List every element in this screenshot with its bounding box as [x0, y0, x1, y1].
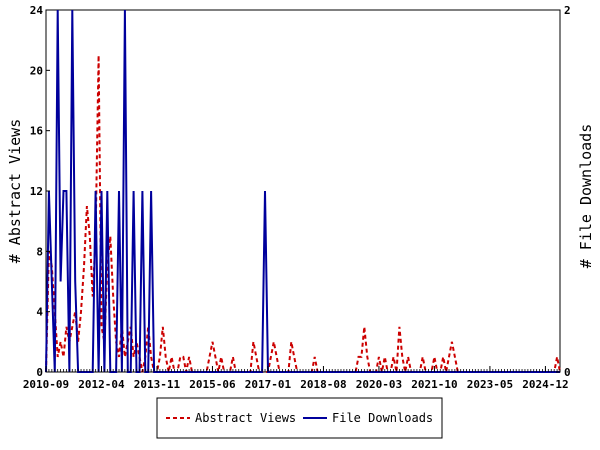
y-axis-title-left: # Abstract Views [6, 119, 24, 264]
x-tick-label: 2012-04 [78, 378, 125, 391]
x-tick-label: 2021-10 [411, 378, 457, 391]
x-tick-label: 2010-09 [23, 378, 69, 391]
y-left-tick-label: 8 [36, 245, 43, 258]
y-right-tick-label: 2 [564, 4, 571, 17]
x-tick-label: 2017-01 [245, 378, 292, 391]
x-tick-label: 2015-06 [189, 378, 236, 391]
y-left-tick-label: 24 [30, 4, 44, 17]
legend-label-file-downloads: File Downloads [332, 411, 433, 425]
y-left-tick-label: 0 [36, 366, 43, 379]
x-tick-label: 2013-11 [134, 378, 181, 391]
y-left-tick-label: 16 [30, 125, 44, 138]
legend: Abstract Views File Downloads [156, 397, 443, 439]
legend-label-abstract-views: Abstract Views [195, 411, 296, 425]
y-right-tick-label: 0 [564, 366, 571, 379]
tick-layer: 0 4 8 12 16 20 24 0 2 2010-09 2012-04 2013-11 2015-0… [23, 4, 571, 391]
legend-box [156, 397, 443, 439]
y-left-tick-label: 12 [30, 185, 43, 198]
y-axis-title-right: # File Downloads [577, 124, 595, 269]
y-left-tick-label: 4 [36, 306, 43, 319]
x-tick-label: 2018-08 [300, 378, 346, 391]
x-tick-label: 2023-05 [467, 378, 513, 391]
series-line-file-downloads [45, 9, 560, 373]
y-left-tick-label: 20 [30, 64, 43, 77]
series-layer [45, 9, 561, 373]
x-tick-label: 2020-03 [356, 378, 402, 391]
x-tick-label: 2024-12 [522, 378, 568, 391]
